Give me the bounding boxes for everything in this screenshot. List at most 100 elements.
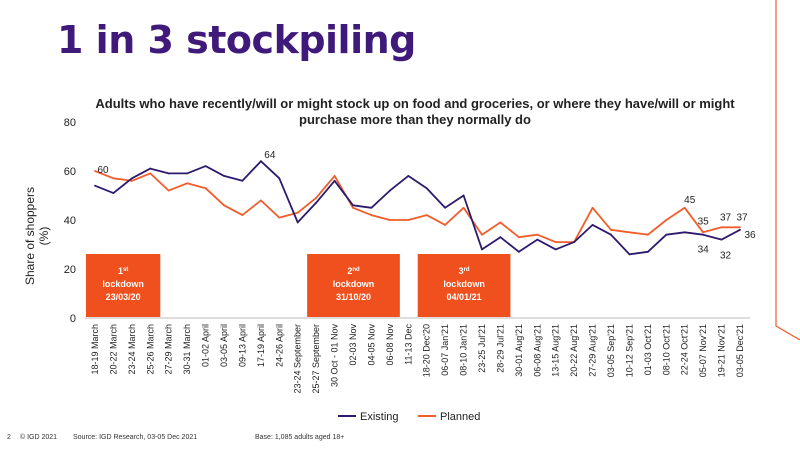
data-point-existing: [573, 241, 576, 243]
data-point-planned: [536, 233, 539, 236]
x-tick-label: 05-07 Nov'21: [698, 324, 708, 377]
x-tick-label: 10-12 Sep'21: [624, 324, 634, 377]
data-point-existing: [333, 179, 336, 182]
legend-label-planned: Planned: [440, 411, 480, 423]
y-tick-label: 60: [64, 166, 76, 178]
data-point-planned: [130, 179, 133, 182]
data-label: 37: [736, 212, 748, 223]
x-tick-label: 22-24 Oct'21: [680, 324, 690, 375]
data-label: 32: [720, 251, 732, 262]
x-tick-label: 09-13 April: [237, 324, 247, 367]
lockdown-box-1: [86, 254, 161, 317]
series-line-existing: [94, 160, 741, 256]
data-point-planned: [444, 224, 447, 226]
data-point-existing: [223, 175, 225, 177]
y-tick-label: 20: [64, 264, 76, 276]
legend-label-existing: Existing: [360, 411, 399, 423]
x-tick-label: 20-22 March: [108, 324, 118, 375]
data-point-planned: [370, 214, 373, 217]
data-point-planned: [186, 182, 189, 185]
y-tick-label: 40: [64, 215, 76, 227]
x-tick-label: 30-01 Aug'21: [514, 324, 524, 377]
lockdown-box-2: [307, 254, 400, 317]
data-point-planned: [112, 177, 115, 180]
x-tick-label: 23-24 March: [127, 324, 137, 375]
x-tick-label: 11-13 Dec: [403, 324, 413, 365]
data-point-existing: [278, 177, 281, 180]
data-point-existing: [739, 228, 741, 231]
data-point-planned: [425, 214, 428, 217]
lockdown-ordinal-suffix: st: [123, 267, 128, 273]
data-point-existing: [259, 160, 262, 163]
data-point-existing: [388, 189, 391, 192]
x-tick-label: 06-08 Aug'21: [532, 324, 542, 377]
lockdown-label-1: lockdown: [102, 279, 144, 289]
x-tick-label: 03-05 Sep'21: [606, 324, 616, 377]
lockdown-label-3: lockdown: [443, 279, 485, 289]
lockdown-ordinal-suffix: nd: [352, 267, 360, 273]
data-point-planned: [739, 226, 741, 229]
data-point-existing: [149, 167, 152, 170]
data-point-planned: [388, 219, 391, 221]
data-label: 34: [698, 245, 710, 256]
data-point-existing: [610, 233, 612, 236]
data-point-existing: [517, 250, 520, 253]
x-tick-label: 06-07 Jan'21: [440, 324, 450, 376]
lockdown-date-1: 23/03/20: [106, 292, 141, 302]
x-tick-label: 23-25 Jul'21: [477, 324, 487, 373]
x-tick-label: 19-21 Nov'21: [717, 324, 727, 377]
x-tick-label: 25-27 September: [311, 324, 321, 394]
x-tick-label: 25-26 March: [145, 324, 155, 375]
data-point-existing: [425, 187, 428, 190]
data-point-existing: [554, 248, 557, 251]
data-point-planned: [94, 170, 96, 172]
data-point-existing: [646, 250, 649, 253]
data-point-existing: [536, 238, 539, 241]
x-tick-label: 17-19 April: [256, 324, 266, 367]
data-point-existing: [407, 175, 410, 177]
lockdown-date-3: 04/01/21: [447, 292, 482, 302]
data-point-planned: [646, 233, 649, 236]
data-point-planned: [352, 206, 354, 209]
x-tick-label: 03-05 Dec'21: [735, 324, 745, 377]
data-point-existing: [702, 233, 705, 236]
x-tick-label: 18-20 Dec'20: [422, 324, 432, 377]
data-label: 35: [698, 216, 710, 227]
data-point-existing: [628, 253, 631, 256]
data-point-planned: [517, 236, 520, 239]
data-point-existing: [462, 194, 465, 197]
lockdown-ordinal-3: 3rd: [459, 266, 470, 276]
data-point-existing: [499, 236, 502, 239]
data-label: 45: [684, 195, 696, 206]
x-tick-label: 30 Oct - 01 Nov: [330, 324, 340, 388]
data-point-planned: [259, 199, 262, 202]
data-point-existing: [186, 172, 189, 175]
data-point-planned: [241, 214, 244, 217]
page-title: 1 in 3 stockpiling: [57, 18, 416, 62]
chart-title: Adults who have recently/will or might s…: [95, 96, 735, 127]
x-tick-label: 03-05 April: [219, 324, 229, 367]
data-point-planned: [407, 219, 410, 221]
lockdown-ordinal-2: 2nd: [347, 266, 360, 276]
data-point-existing: [94, 184, 96, 187]
x-tick-label: 06-08 Nov: [385, 324, 395, 366]
lockdown-label-2: lockdown: [333, 279, 375, 289]
lockdown-box-3: [417, 254, 511, 317]
data-point-planned: [315, 197, 318, 199]
data-point-planned: [702, 231, 705, 234]
copyright: © IGD 2021: [20, 434, 58, 441]
data-point-existing: [296, 221, 299, 224]
data-point-planned: [628, 231, 631, 234]
data-label: 64: [264, 150, 276, 161]
x-tick-label: 28-29 Jul'21: [495, 324, 505, 373]
data-label: 37: [720, 212, 732, 223]
data-label: 36: [744, 230, 756, 241]
data-point-planned: [296, 211, 299, 214]
data-point-planned: [720, 226, 723, 229]
x-tick-label: 27-29 Aug'21: [588, 324, 598, 377]
data-point-existing: [130, 177, 133, 180]
data-point-planned: [149, 172, 152, 175]
data-point-existing: [204, 165, 207, 168]
x-tick-label: 08-10 Oct'21: [661, 324, 671, 375]
data-point-existing: [665, 233, 668, 236]
